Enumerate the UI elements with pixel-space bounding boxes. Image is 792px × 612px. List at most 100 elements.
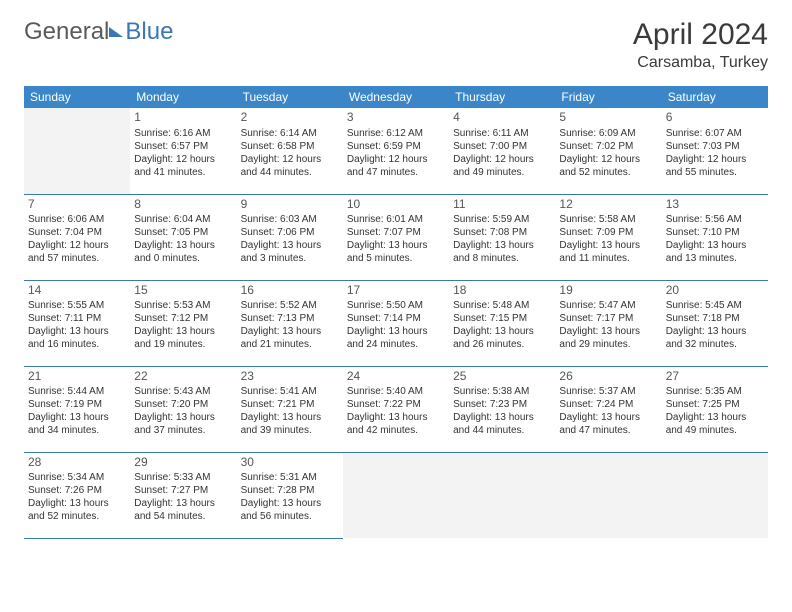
sunset-label: Sunset: 7:03 PM (666, 140, 764, 153)
calendar-cell: 9Sunrise: 6:03 AMSunset: 7:06 PMDaylight… (237, 194, 343, 280)
day-details: Sunrise: 5:34 AMSunset: 7:26 PMDaylight:… (28, 471, 126, 523)
sunrise-label: Sunrise: 5:45 AM (666, 299, 764, 312)
sunrise-label: Sunrise: 5:35 AM (666, 385, 764, 398)
day-details: Sunrise: 5:55 AMSunset: 7:11 PMDaylight:… (28, 299, 126, 351)
calendar-cell (662, 452, 768, 538)
sunset-label: Sunset: 7:24 PM (559, 398, 657, 411)
sunrise-label: Sunrise: 5:44 AM (28, 385, 126, 398)
daylight-label-2: and 16 minutes. (28, 338, 126, 351)
calendar-cell: 23Sunrise: 5:41 AMSunset: 7:21 PMDayligh… (237, 366, 343, 452)
calendar-cell: 8Sunrise: 6:04 AMSunset: 7:05 PMDaylight… (130, 194, 236, 280)
sunrise-label: Sunrise: 5:38 AM (453, 385, 551, 398)
day-number: 25 (453, 369, 551, 385)
sunrise-label: Sunrise: 5:37 AM (559, 385, 657, 398)
sunset-label: Sunset: 7:07 PM (347, 226, 445, 239)
calendar-cell: 22Sunrise: 5:43 AMSunset: 7:20 PMDayligh… (130, 366, 236, 452)
daylight-label-1: Daylight: 13 hours (28, 497, 126, 510)
daylight-label-2: and 54 minutes. (134, 510, 232, 523)
dow-header: Monday (130, 86, 236, 108)
logo: General Blue (24, 18, 173, 46)
day-details: Sunrise: 6:12 AMSunset: 6:59 PMDaylight:… (347, 127, 445, 179)
daylight-label-2: and 19 minutes. (134, 338, 232, 351)
day-number: 11 (453, 197, 551, 213)
day-details: Sunrise: 6:14 AMSunset: 6:58 PMDaylight:… (241, 127, 339, 179)
day-details: Sunrise: 6:07 AMSunset: 7:03 PMDaylight:… (666, 127, 764, 179)
sunrise-label: Sunrise: 5:41 AM (241, 385, 339, 398)
day-details: Sunrise: 5:58 AMSunset: 7:09 PMDaylight:… (559, 213, 657, 265)
calendar-table: SundayMondayTuesdayWednesdayThursdayFrid… (24, 86, 768, 539)
sunrise-label: Sunrise: 5:50 AM (347, 299, 445, 312)
daylight-label-1: Daylight: 13 hours (134, 239, 232, 252)
day-details: Sunrise: 5:35 AMSunset: 7:25 PMDaylight:… (666, 385, 764, 437)
daylight-label-2: and 32 minutes. (666, 338, 764, 351)
sunrise-label: Sunrise: 6:01 AM (347, 213, 445, 226)
day-number: 26 (559, 369, 657, 385)
daylight-label-1: Daylight: 12 hours (666, 153, 764, 166)
day-number: 14 (28, 283, 126, 299)
sunrise-label: Sunrise: 5:58 AM (559, 213, 657, 226)
sunset-label: Sunset: 7:09 PM (559, 226, 657, 239)
sunset-label: Sunset: 7:22 PM (347, 398, 445, 411)
sunrise-label: Sunrise: 6:11 AM (453, 127, 551, 140)
daylight-label-1: Daylight: 12 hours (559, 153, 657, 166)
day-details: Sunrise: 6:06 AMSunset: 7:04 PMDaylight:… (28, 213, 126, 265)
calendar-header-row: SundayMondayTuesdayWednesdayThursdayFrid… (24, 86, 768, 108)
daylight-label-1: Daylight: 13 hours (559, 325, 657, 338)
day-details: Sunrise: 5:48 AMSunset: 7:15 PMDaylight:… (453, 299, 551, 351)
sunrise-label: Sunrise: 5:34 AM (28, 471, 126, 484)
sunrise-label: Sunrise: 6:03 AM (241, 213, 339, 226)
day-number: 4 (453, 110, 551, 126)
daylight-label-2: and 29 minutes. (559, 338, 657, 351)
daylight-label-1: Daylight: 13 hours (559, 239, 657, 252)
sunrise-label: Sunrise: 6:16 AM (134, 127, 232, 140)
sunrise-label: Sunrise: 5:40 AM (347, 385, 445, 398)
sunrise-label: Sunrise: 6:06 AM (28, 213, 126, 226)
day-details: Sunrise: 5:45 AMSunset: 7:18 PMDaylight:… (666, 299, 764, 351)
daylight-label-2: and 34 minutes. (28, 424, 126, 437)
day-details: Sunrise: 5:50 AMSunset: 7:14 PMDaylight:… (347, 299, 445, 351)
calendar-cell: 24Sunrise: 5:40 AMSunset: 7:22 PMDayligh… (343, 366, 449, 452)
calendar-cell: 16Sunrise: 5:52 AMSunset: 7:13 PMDayligh… (237, 280, 343, 366)
logo-text-general: General (24, 18, 109, 46)
daylight-label-1: Daylight: 13 hours (241, 497, 339, 510)
daylight-label-2: and 47 minutes. (559, 424, 657, 437)
daylight-label-2: and 49 minutes. (666, 424, 764, 437)
day-details: Sunrise: 6:01 AMSunset: 7:07 PMDaylight:… (347, 213, 445, 265)
day-details: Sunrise: 5:38 AMSunset: 7:23 PMDaylight:… (453, 385, 551, 437)
sunrise-label: Sunrise: 6:14 AM (241, 127, 339, 140)
day-number: 2 (241, 110, 339, 126)
daylight-label-2: and 5 minutes. (347, 252, 445, 265)
daylight-label-2: and 47 minutes. (347, 166, 445, 179)
page-title: April 2024 (633, 18, 768, 52)
sunrise-label: Sunrise: 5:31 AM (241, 471, 339, 484)
day-details: Sunrise: 5:44 AMSunset: 7:19 PMDaylight:… (28, 385, 126, 437)
day-details: Sunrise: 5:33 AMSunset: 7:27 PMDaylight:… (134, 471, 232, 523)
daylight-label-1: Daylight: 13 hours (241, 411, 339, 424)
daylight-label-1: Daylight: 13 hours (28, 325, 126, 338)
sunrise-label: Sunrise: 5:55 AM (28, 299, 126, 312)
daylight-label-1: Daylight: 12 hours (28, 239, 126, 252)
dow-header: Sunday (24, 86, 130, 108)
calendar-cell: 3Sunrise: 6:12 AMSunset: 6:59 PMDaylight… (343, 108, 449, 194)
calendar-cell: 27Sunrise: 5:35 AMSunset: 7:25 PMDayligh… (662, 366, 768, 452)
sunset-label: Sunset: 7:04 PM (28, 226, 126, 239)
daylight-label-1: Daylight: 13 hours (559, 411, 657, 424)
day-number: 1 (134, 110, 232, 126)
calendar-cell: 26Sunrise: 5:37 AMSunset: 7:24 PMDayligh… (555, 366, 661, 452)
daylight-label-1: Daylight: 13 hours (666, 325, 764, 338)
logo-text-blue: Blue (125, 18, 173, 46)
calendar-cell (555, 452, 661, 538)
calendar-cell (24, 108, 130, 194)
sunset-label: Sunset: 7:08 PM (453, 226, 551, 239)
day-details: Sunrise: 6:09 AMSunset: 7:02 PMDaylight:… (559, 127, 657, 179)
day-details: Sunrise: 5:59 AMSunset: 7:08 PMDaylight:… (453, 213, 551, 265)
dow-header: Thursday (449, 86, 555, 108)
day-number: 6 (666, 110, 764, 126)
sunset-label: Sunset: 7:27 PM (134, 484, 232, 497)
sunrise-label: Sunrise: 6:12 AM (347, 127, 445, 140)
title-block: April 2024 Carsamba, Turkey (633, 18, 768, 72)
daylight-label-2: and 49 minutes. (453, 166, 551, 179)
day-details: Sunrise: 5:43 AMSunset: 7:20 PMDaylight:… (134, 385, 232, 437)
day-number: 18 (453, 283, 551, 299)
calendar-cell: 11Sunrise: 5:59 AMSunset: 7:08 PMDayligh… (449, 194, 555, 280)
